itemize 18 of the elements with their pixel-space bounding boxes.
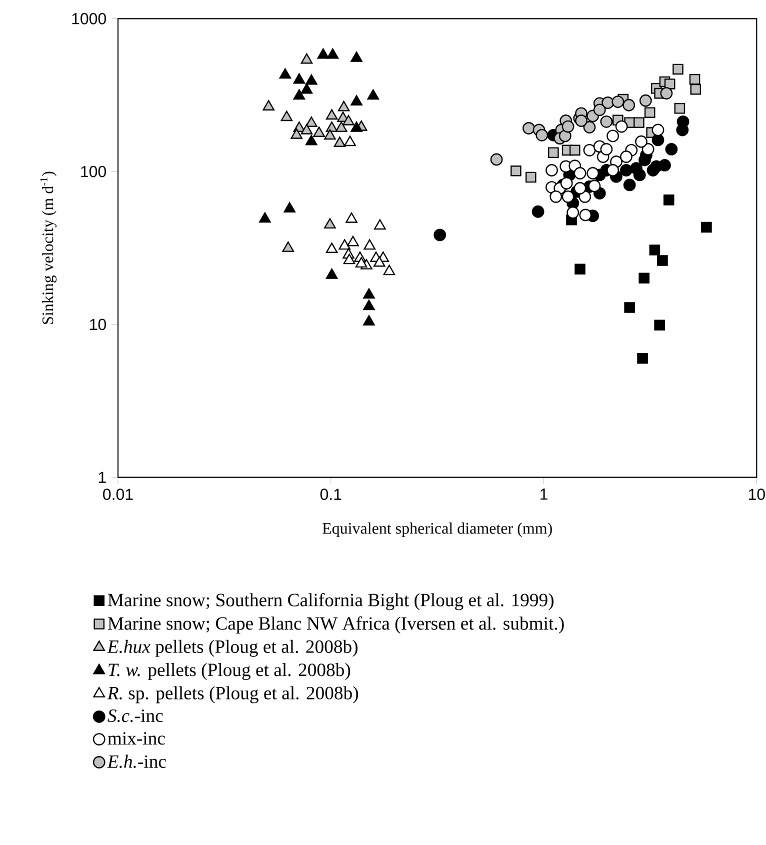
legend-label: Marine snow; Cape Blanc NW Africa (Iversen et al. submit.): [108, 616, 564, 634]
y-tick-label: 10: [90, 318, 106, 330]
y-tick-label: 100: [81, 166, 106, 178]
legend-label: E.hux pellets (Ploug et al. 2008b): [107, 640, 358, 657]
legend-label: E.h.-inc: [107, 754, 166, 768]
x-tick-label: 0.01: [103, 488, 133, 500]
y-tick-label: 1: [98, 472, 106, 483]
legend-label: R. sp. pellets (Ploug et al. 2008b): [107, 686, 358, 704]
x-tick-label: 1: [540, 488, 548, 500]
legend-label: Marine snow; Southern California Bight (Ploug et al. 1999): [108, 593, 554, 610]
y-axis-title: Sinking velocity (m d$^{-1}$): [40, 172, 57, 324]
x-tick-label: 0.1: [320, 488, 342, 500]
x-axis-title: Equivalent spherical diameter (mm): [322, 522, 552, 538]
x-tick-label: 10: [748, 488, 765, 500]
legend-label: mix-inc: [108, 732, 165, 745]
legend-label: S.c.-inc: [108, 709, 163, 722]
y-tick-label: 1000: [72, 13, 106, 24]
legend-label: T. w. pellets (Ploug et al. 2008b): [108, 663, 350, 680]
